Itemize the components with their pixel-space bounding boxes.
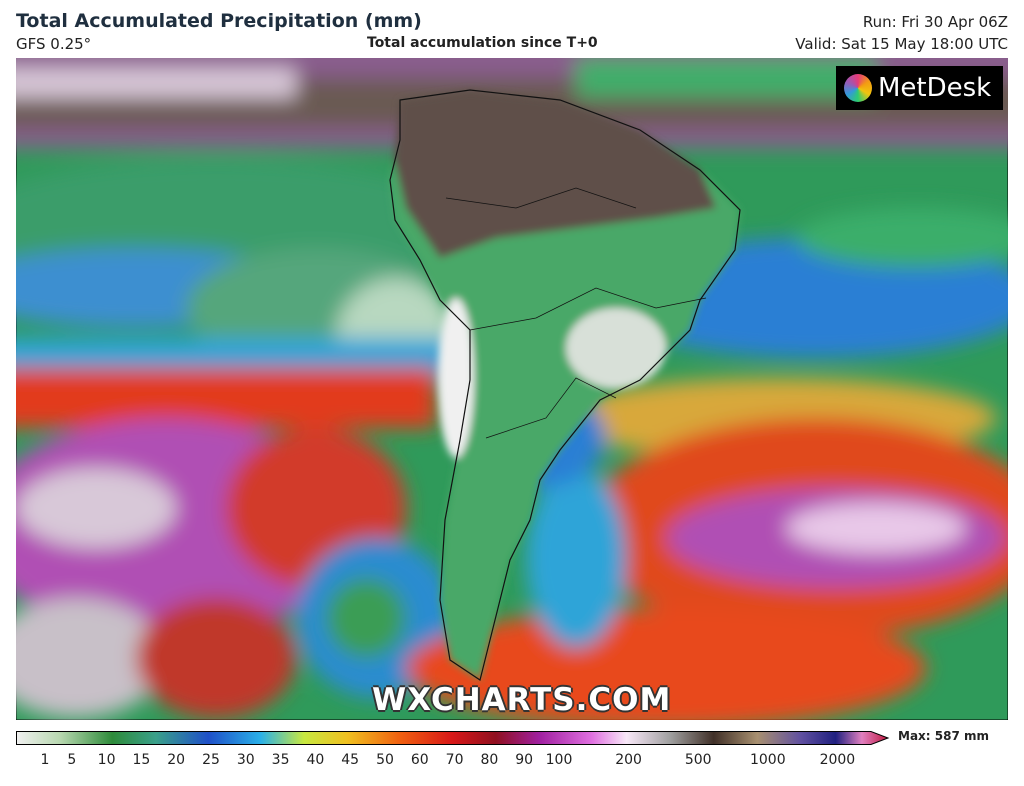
watermark: WXCHARTS.COM (372, 682, 672, 718)
color-bar-tick-label: 10 (97, 752, 116, 768)
title: Total Accumulated Precipitation (mm) (16, 10, 422, 32)
precipitation-map (16, 58, 1008, 720)
color-bar-tick-label: 20 (167, 752, 186, 768)
color-bar-tick-label: 500 (684, 752, 712, 768)
color-bar-tick-label: 200 (615, 752, 642, 768)
color-bar-tick-label: 80 (480, 752, 499, 768)
color-bar-tick-label: 45 (341, 752, 360, 768)
valid-time: Valid: Sat 15 May 18:00 UTC (795, 35, 1008, 53)
model: GFS 0.25° (16, 35, 92, 53)
color-bar-ticks: 1 5 10 15 20 25 30 35 40 45 50 60 70 80 90 100 200 500 100… (0, 752, 1024, 772)
color-bar-tick-label: 50 (376, 752, 394, 768)
color-bar-tick-label: 1000 (749, 752, 786, 768)
color-bar-tick-label: 1 (40, 752, 50, 768)
subtitle: Total accumulation since T+0 (367, 35, 598, 51)
logo-text: MetDesk (878, 73, 992, 103)
color-bar-tick-label: 15 (132, 752, 151, 768)
logo-icon (844, 74, 872, 102)
color-bar-tick-label: 25 (202, 752, 220, 768)
color-bar-tick-label: 100 (545, 752, 573, 768)
color-bar-tick-label: 60 (410, 752, 429, 768)
max-label: Max: 587 mm (898, 729, 989, 743)
color-bar-tick-label: 70 (445, 752, 464, 768)
color-bar-tick-label: 90 (515, 752, 534, 768)
color-bar-tick-label: 40 (306, 752, 325, 768)
color-bar (16, 731, 890, 745)
color-bar-tick-label: 5 (67, 752, 77, 768)
color-bar-tick-label: 30 (236, 752, 255, 768)
run-time: Run: Fri 30 Apr 06Z (862, 13, 1008, 31)
color-bar-tick-label: 2000 (819, 752, 856, 768)
color-bar-tick-label: 35 (271, 752, 290, 768)
logo: MetDesk (836, 66, 1003, 110)
